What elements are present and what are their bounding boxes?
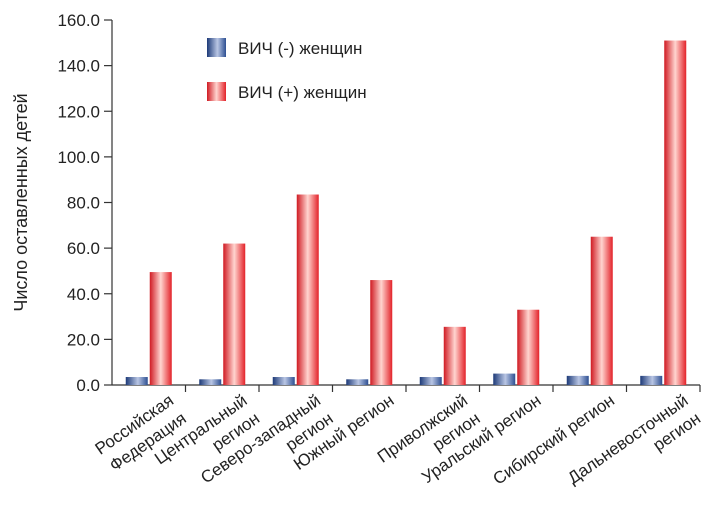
- bars: [125, 40, 687, 385]
- bar-hiv-negative: [272, 377, 295, 385]
- legend-swatch: [207, 38, 226, 57]
- bar-hiv-positive: [296, 194, 319, 385]
- y-tick-label: 0.0: [76, 376, 100, 395]
- x-tick-label: Сибирский регион: [490, 391, 618, 489]
- bar-hiv-positive: [517, 309, 540, 385]
- y-axis-title: Число оставленных детей: [11, 93, 31, 311]
- bar-hiv-positive: [664, 40, 687, 385]
- x-tick-label: РоссийскаяФедерация: [92, 391, 190, 477]
- bar-hiv-negative: [640, 375, 663, 385]
- bar-hiv-positive: [443, 326, 466, 385]
- bar-hiv-negative: [566, 375, 589, 385]
- bar-hiv-positive: [149, 272, 172, 385]
- y-tick-label: 40.0: [67, 285, 100, 304]
- y-tick-label: 160.0: [57, 11, 100, 30]
- y-tick-label: 60.0: [67, 239, 100, 258]
- legend-swatch: [207, 82, 226, 101]
- y-tick-label: 120.0: [57, 102, 100, 121]
- bar-hiv-negative: [199, 379, 222, 385]
- bar-hiv-positive: [590, 236, 613, 385]
- legend-label: ВИЧ (+) женщин: [238, 83, 367, 102]
- bar-hiv-negative: [419, 377, 442, 385]
- legend-label: ВИЧ (-) женщин: [238, 39, 362, 58]
- bar-hiv-negative: [493, 373, 516, 385]
- y-tick-label: 20.0: [67, 330, 100, 349]
- y-tick-label: 100.0: [57, 148, 100, 167]
- bar-hiv-negative: [346, 379, 369, 385]
- y-tick-label: 80.0: [67, 194, 100, 213]
- legend: ВИЧ (-) женщин ВИЧ (+) женщин: [185, 28, 420, 114]
- bar-hiv-positive: [223, 243, 246, 385]
- y-tick-label: 140.0: [57, 57, 100, 76]
- bar-hiv-negative: [125, 377, 148, 385]
- bar-hiv-positive: [370, 280, 393, 385]
